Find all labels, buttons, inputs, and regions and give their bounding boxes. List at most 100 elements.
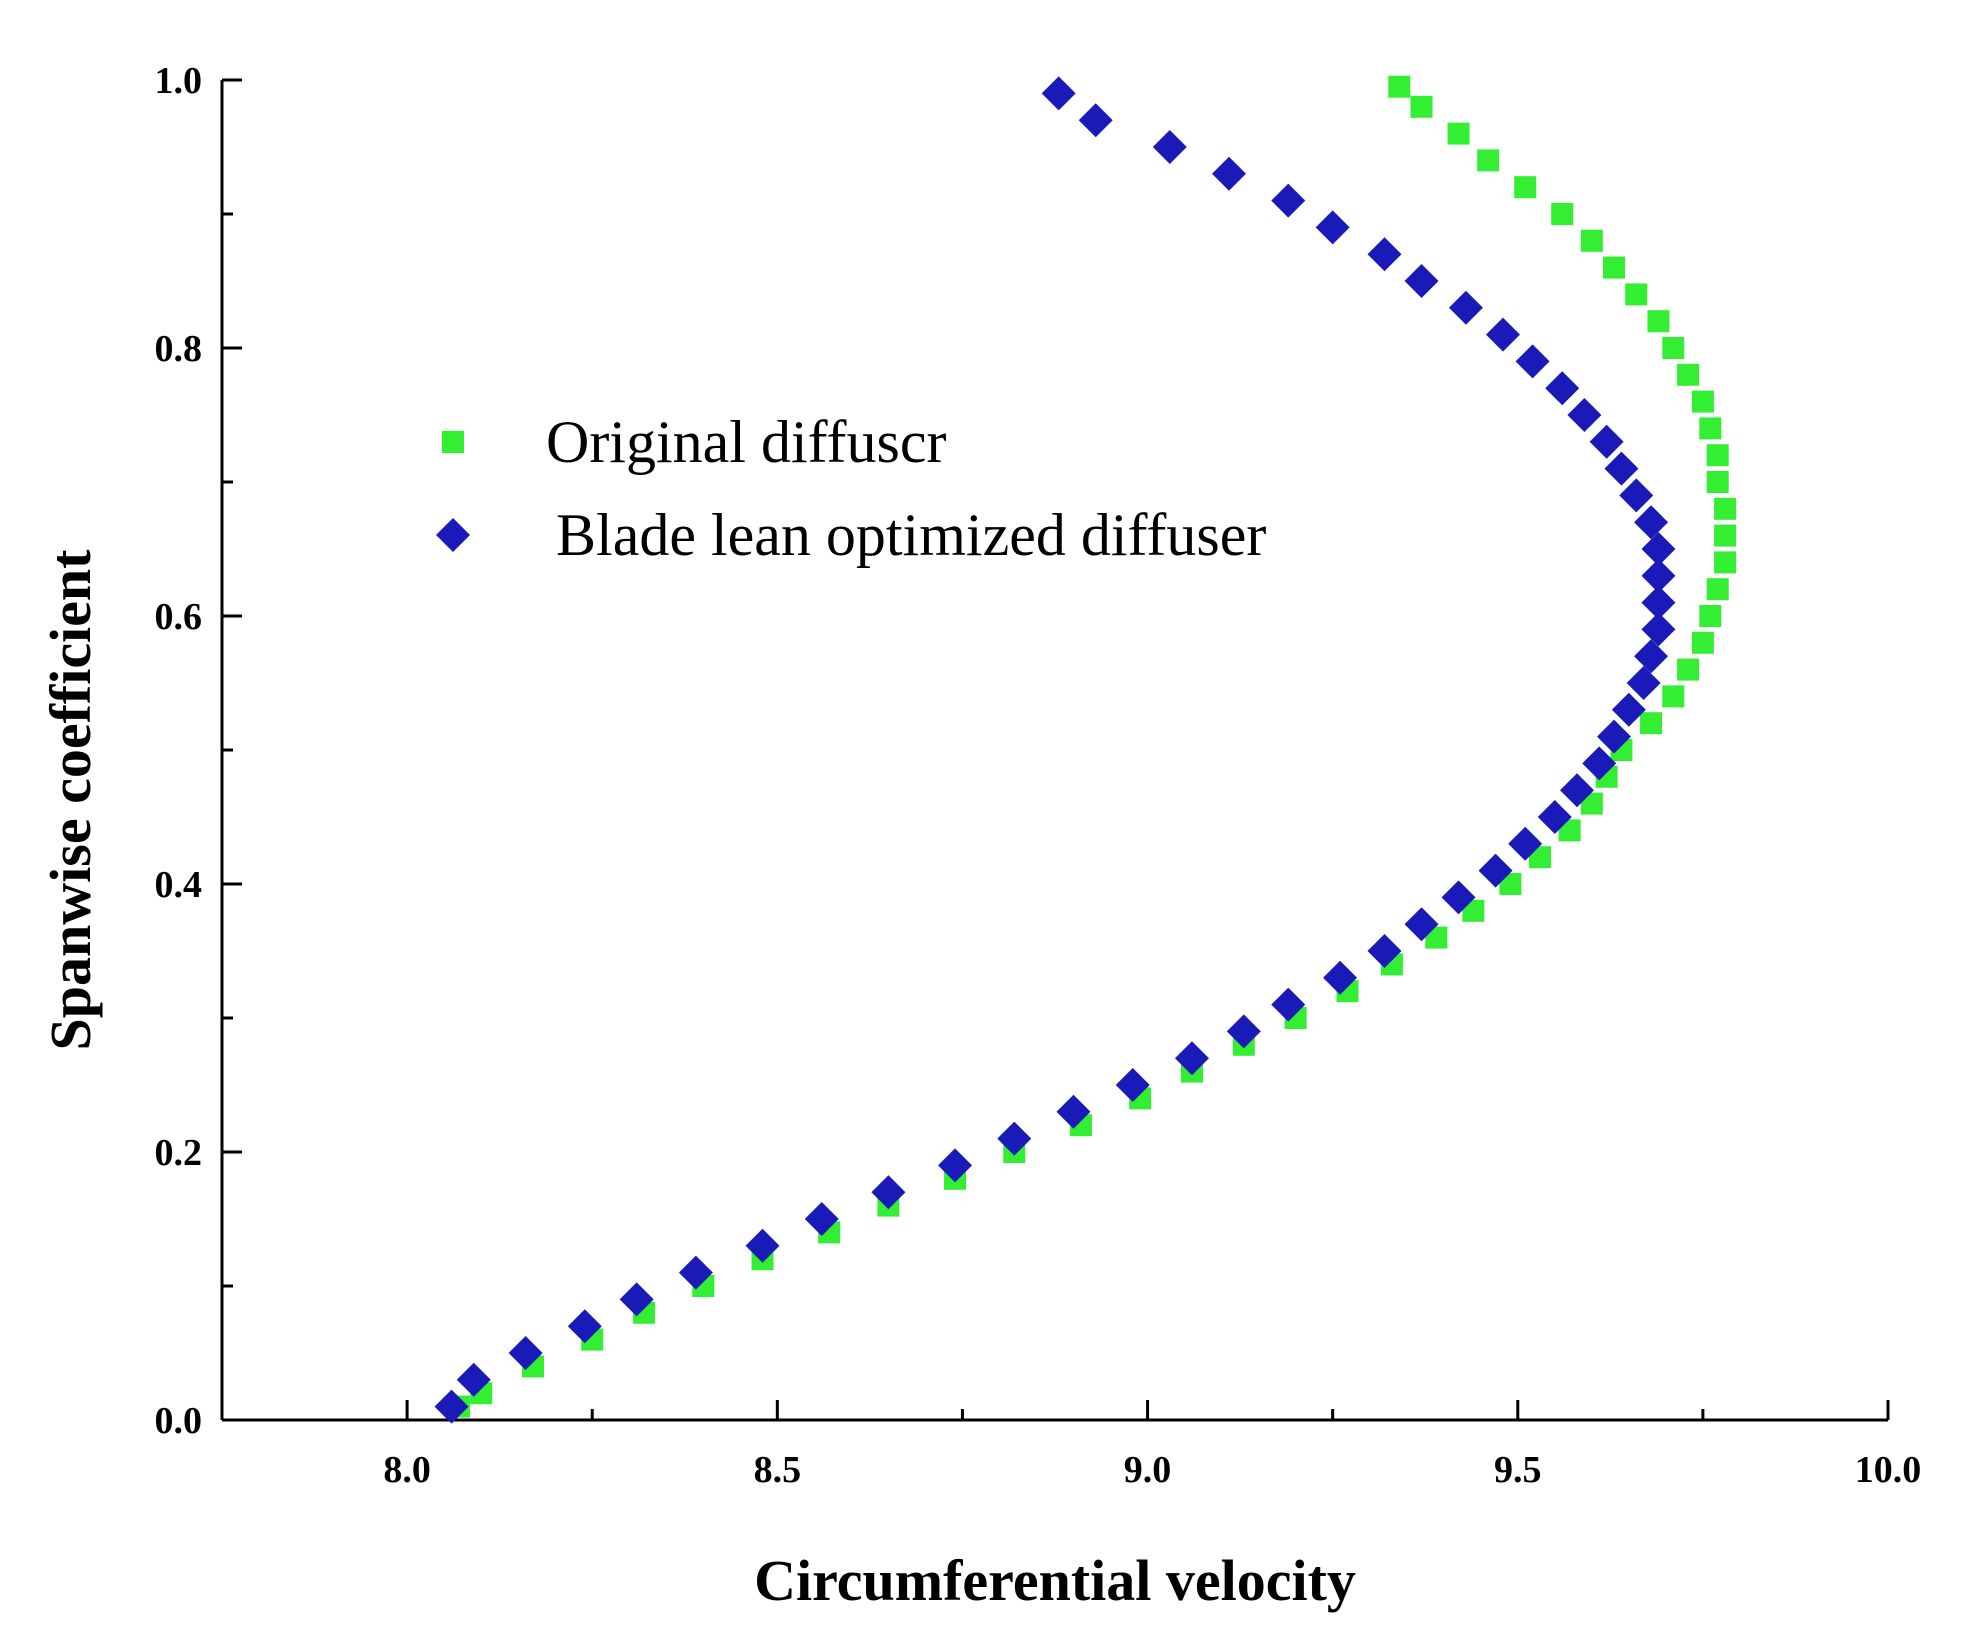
- data-point-diamond: [1626, 666, 1661, 700]
- data-point-square: [1551, 203, 1574, 225]
- data-point-square: [1580, 792, 1603, 815]
- data-point-diamond: [1056, 1094, 1091, 1129]
- data-point-diamond: [1604, 451, 1639, 486]
- series-original: [447, 75, 1737, 1418]
- y-tick-label: 0.4: [155, 864, 203, 906]
- data-point-diamond: [1641, 558, 1676, 593]
- data-point-diamond: [1404, 264, 1439, 298]
- data-point-diamond: [1545, 371, 1580, 406]
- data-point-square: [1425, 926, 1448, 949]
- data-point-diamond: [1641, 612, 1676, 647]
- data-point-square: [1447, 122, 1470, 145]
- data-point-diamond: [1611, 692, 1646, 727]
- data-point-square: [1514, 176, 1537, 199]
- data-point-square: [1528, 846, 1551, 869]
- axis-ticks: 8.0 8.5 9.0 9.5 10.0 0.0 0.2 0.4 0.6 0.8 1.0: [155, 60, 1922, 1491]
- data-point-diamond: [1589, 424, 1624, 459]
- data-point-diamond: [1485, 317, 1520, 352]
- plot-area: 8.0 8.5 9.0 9.5 10.0 0.0 0.2 0.4 0.6 0.8 1.0: [155, 60, 1922, 1491]
- data-point-diamond: [1367, 934, 1402, 968]
- data-point-square: [1706, 578, 1729, 601]
- data-point-diamond: [1508, 826, 1543, 861]
- data-point-square: [1625, 283, 1648, 306]
- legend-label: Original diffuscr: [546, 409, 946, 475]
- data-point-diamond: [1634, 639, 1669, 674]
- data-point-diamond: [678, 1255, 713, 1290]
- legend-marker: [442, 431, 464, 453]
- x-tick-label: 10.0: [1855, 1449, 1922, 1491]
- y-tick-label: 0.8: [155, 328, 203, 370]
- data-point-diamond: [456, 1362, 491, 1397]
- data-point-diamond: [1078, 103, 1113, 138]
- data-series: [434, 75, 1737, 1424]
- data-point-square: [1662, 685, 1685, 708]
- data-point-diamond: [1619, 478, 1654, 513]
- data-point-square: [1603, 256, 1626, 279]
- data-point-square: [1580, 229, 1603, 252]
- data-point-diamond: [567, 1309, 602, 1344]
- y-axis-title: Spanwise coefficient: [38, 549, 103, 1051]
- data-point-diamond: [1271, 987, 1306, 1022]
- data-point-square: [1706, 444, 1729, 467]
- x-tick-label: 9.0: [1124, 1449, 1172, 1491]
- x-axis-title: Circumferential velocity: [754, 1548, 1356, 1613]
- data-point-square: [1691, 390, 1714, 413]
- data-point-square: [1714, 524, 1737, 547]
- data-point-diamond: [1367, 237, 1402, 272]
- data-point-square: [1640, 712, 1663, 735]
- data-point-diamond: [997, 1121, 1032, 1156]
- data-point-diamond: [804, 1202, 839, 1236]
- data-point-diamond: [1567, 398, 1602, 432]
- data-point-square: [1662, 337, 1685, 359]
- data-point-diamond: [1226, 1014, 1261, 1049]
- data-point-square: [1388, 75, 1411, 98]
- data-point-diamond: [508, 1336, 543, 1370]
- data-point-square: [1647, 310, 1670, 333]
- data-point-square: [1691, 631, 1714, 654]
- data-point-square: [1699, 417, 1722, 440]
- data-point-diamond: [619, 1282, 654, 1317]
- data-point-square: [1677, 363, 1700, 386]
- x-tick-label: 8.5: [754, 1449, 802, 1491]
- data-point-diamond: [745, 1228, 780, 1263]
- y-tick-label: 0.2: [155, 1132, 203, 1174]
- legend: Original diffuscr Blade lean optimized di…: [436, 409, 1266, 568]
- data-point-square: [1714, 497, 1737, 520]
- data-point-diamond: [1515, 344, 1550, 379]
- y-tick-label: 0.6: [155, 596, 203, 638]
- data-point-square: [1499, 873, 1522, 895]
- data-point-diamond: [1115, 1068, 1150, 1102]
- legend-marker: [436, 518, 470, 552]
- data-point-diamond: [938, 1148, 973, 1183]
- data-point-diamond: [1448, 290, 1483, 325]
- data-point-diamond: [1641, 585, 1676, 620]
- data-point-diamond: [1597, 719, 1632, 754]
- data-point-diamond: [1212, 156, 1247, 191]
- data-point-diamond: [1560, 773, 1595, 808]
- y-tick-label: 0.0: [155, 1400, 203, 1442]
- data-point-diamond: [1041, 76, 1076, 111]
- data-point-square: [1677, 658, 1700, 681]
- data-point-diamond: [871, 1175, 906, 1210]
- data-point-diamond: [1404, 907, 1439, 942]
- data-point-diamond: [1174, 1041, 1209, 1076]
- data-point-diamond: [1315, 210, 1350, 245]
- legend-label: Blade lean optimized diffuser: [556, 502, 1266, 568]
- y-tick-label: 1.0: [155, 60, 203, 102]
- x-tick-label: 8.0: [383, 1449, 431, 1491]
- data-point-diamond: [1323, 960, 1358, 995]
- data-point-square: [1699, 605, 1722, 627]
- data-point-diamond: [1441, 880, 1476, 915]
- data-point-diamond: [1271, 183, 1306, 218]
- data-point-diamond: [1478, 853, 1513, 888]
- data-point-diamond: [434, 1389, 469, 1424]
- x-tick-label: 9.5: [1494, 1449, 1542, 1491]
- data-point-square: [1477, 149, 1500, 172]
- data-point-diamond: [1641, 532, 1676, 566]
- data-point-square: [1558, 819, 1581, 842]
- data-point-diamond: [1537, 800, 1572, 834]
- data-point-square: [1714, 551, 1737, 574]
- data-point-square: [1706, 471, 1729, 493]
- data-point-diamond: [1152, 130, 1187, 164]
